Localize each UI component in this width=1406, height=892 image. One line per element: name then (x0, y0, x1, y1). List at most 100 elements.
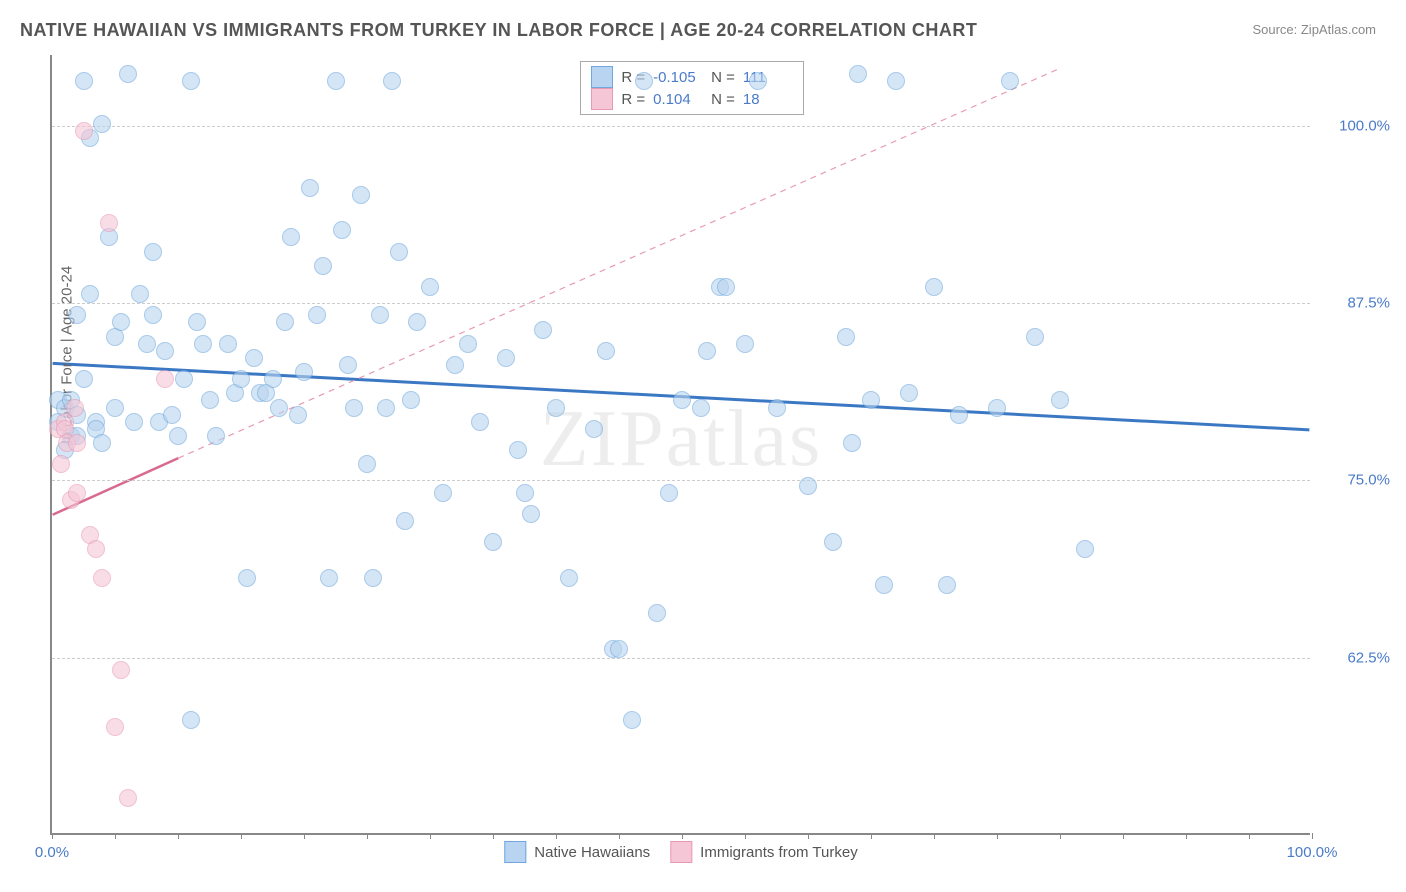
x-tick (1060, 833, 1061, 839)
legend-swatch (670, 841, 692, 863)
data-point (68, 306, 86, 324)
data-point (264, 370, 282, 388)
x-tick (1186, 833, 1187, 839)
data-point (623, 711, 641, 729)
data-point (446, 356, 464, 374)
data-point (289, 406, 307, 424)
data-point (396, 512, 414, 530)
data-point (988, 399, 1006, 417)
data-point (843, 434, 861, 452)
data-point (295, 363, 313, 381)
data-point (736, 335, 754, 353)
data-point (402, 391, 420, 409)
x-tick (871, 833, 872, 839)
x-tick (556, 833, 557, 839)
legend-r-label: R = (621, 91, 645, 108)
x-tick (115, 833, 116, 839)
data-point (112, 661, 130, 679)
trend-lines (52, 55, 1310, 833)
y-tick-label: 62.5% (1320, 649, 1390, 666)
data-point (534, 321, 552, 339)
x-tick (682, 833, 683, 839)
data-point (925, 278, 943, 296)
legend-correlation-row: R =0.104N =18 (591, 88, 793, 110)
data-point (339, 356, 357, 374)
legend-n-label: N = (711, 69, 735, 86)
data-point (93, 569, 111, 587)
x-tick (619, 833, 620, 839)
x-tick (493, 833, 494, 839)
source-label: Source: ZipAtlas.com (1252, 22, 1376, 37)
data-point (301, 179, 319, 197)
data-point (837, 328, 855, 346)
data-point (390, 243, 408, 261)
legend-swatch (504, 841, 526, 863)
data-point (585, 420, 603, 438)
data-point (849, 65, 867, 83)
data-point (219, 335, 237, 353)
data-point (131, 285, 149, 303)
data-point (308, 306, 326, 324)
data-point (1026, 328, 1044, 346)
x-tick-label-right: 100.0% (1287, 844, 1338, 861)
data-point (371, 306, 389, 324)
data-point (698, 342, 716, 360)
data-point (509, 441, 527, 459)
x-tick (178, 833, 179, 839)
legend-series-item: Native Hawaiians (504, 841, 650, 863)
data-point (75, 122, 93, 140)
data-point (163, 406, 181, 424)
data-point (497, 349, 515, 367)
data-point (635, 72, 653, 90)
data-point (106, 718, 124, 736)
data-point (1001, 72, 1019, 90)
data-point (673, 391, 691, 409)
data-point (270, 399, 288, 417)
x-tick (52, 833, 53, 839)
data-point (52, 455, 70, 473)
data-point (717, 278, 735, 296)
data-point (484, 533, 502, 551)
x-tick (304, 833, 305, 839)
data-point (560, 569, 578, 587)
data-point (100, 214, 118, 232)
data-point (610, 640, 628, 658)
x-tick (430, 833, 431, 839)
data-point (138, 335, 156, 353)
data-point (156, 342, 174, 360)
data-point (938, 576, 956, 594)
data-point (112, 313, 130, 331)
data-point (125, 413, 143, 431)
data-point (207, 427, 225, 445)
data-point (182, 72, 200, 90)
correlation-legend: R =-0.105N =111R =0.104N =18 (580, 61, 804, 115)
legend-r-value: -0.105 (653, 69, 703, 86)
data-point (516, 484, 534, 502)
data-point (333, 221, 351, 239)
x-tick (997, 833, 998, 839)
data-point (75, 370, 93, 388)
legend-series-item: Immigrants from Turkey (670, 841, 858, 863)
data-point (900, 384, 918, 402)
x-tick (1312, 833, 1313, 839)
data-point (875, 576, 893, 594)
data-point (144, 306, 162, 324)
x-tick (1123, 833, 1124, 839)
data-point (188, 313, 206, 331)
x-tick (241, 833, 242, 839)
data-point (119, 789, 137, 807)
data-point (81, 285, 99, 303)
x-tick (367, 833, 368, 839)
data-point (383, 72, 401, 90)
data-point (749, 72, 767, 90)
data-point (87, 540, 105, 558)
data-point (68, 434, 86, 452)
data-point (862, 391, 880, 409)
data-point (156, 370, 174, 388)
legend-n-label: N = (711, 91, 735, 108)
data-point (522, 505, 540, 523)
data-point (597, 342, 615, 360)
data-point (68, 484, 86, 502)
data-point (93, 434, 111, 452)
data-point (282, 228, 300, 246)
